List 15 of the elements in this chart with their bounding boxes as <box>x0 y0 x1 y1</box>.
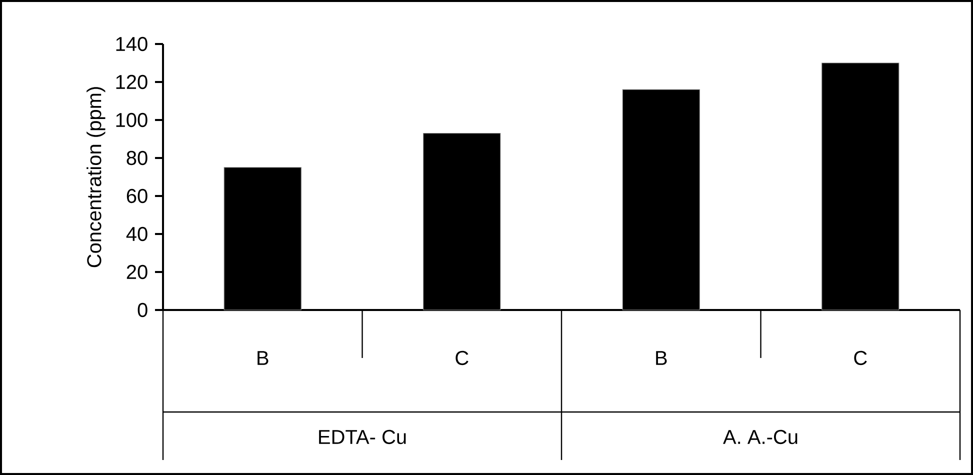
y-tick-label: 120 <box>116 74 148 90</box>
y-tick-label: 20 <box>126 264 148 280</box>
y-tick-label: 40 <box>126 226 148 242</box>
x-tick-label: C <box>456 350 468 366</box>
text: A. A.-Cu <box>723 430 798 444</box>
x-tick-label: B <box>258 351 268 365</box>
y-tick-label: 100 <box>116 112 148 128</box>
y-axis-title: Concentration (ppm) <box>86 87 106 268</box>
x-tick-label: B <box>656 351 667 365</box>
x-tick-label: C <box>854 350 867 366</box>
y-tick-label: 60 <box>126 188 148 204</box>
y-tick-label: 0 <box>138 302 148 318</box>
text: EDTA- Cu <box>319 430 406 444</box>
y-tick-label: 80 <box>126 150 148 166</box>
y-tick-label: 140 <box>116 36 148 52</box>
